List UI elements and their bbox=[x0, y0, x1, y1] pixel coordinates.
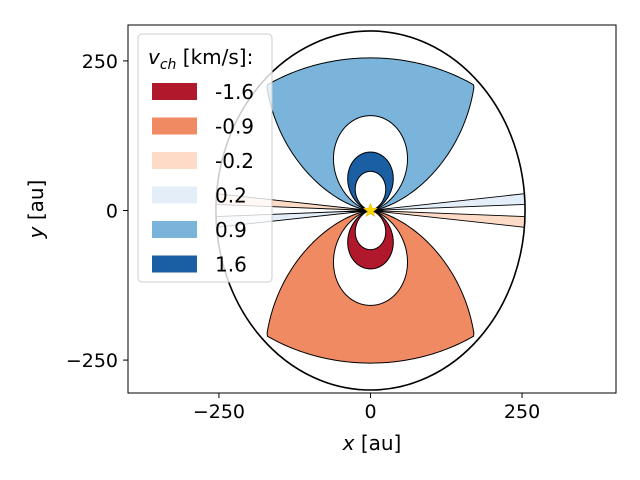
star-marker bbox=[363, 202, 378, 217]
legend-label: -1.6 bbox=[215, 80, 254, 104]
legend-entry: -0.2 bbox=[152, 149, 254, 173]
legend-label: 1.6 bbox=[215, 253, 247, 277]
y-tick-label: −250 bbox=[66, 350, 118, 372]
legend-swatch bbox=[152, 221, 197, 238]
legend-entry: 1.6 bbox=[152, 253, 247, 277]
x-axis-label-var: x bbox=[342, 431, 355, 455]
legend-entry: -0.9 bbox=[152, 115, 254, 139]
legend-label: 0.9 bbox=[215, 218, 247, 242]
legend-swatch bbox=[152, 117, 197, 135]
legend-label: 0.2 bbox=[215, 184, 247, 208]
legend-title-var: v bbox=[148, 45, 161, 69]
legend-swatch bbox=[152, 83, 197, 100]
y-axis-label-unit: [au] bbox=[24, 180, 48, 227]
legend-entry: -1.6 bbox=[152, 80, 254, 104]
legend-title-unit: [km/s]: bbox=[176, 45, 253, 69]
legend-swatch bbox=[152, 255, 197, 273]
legend-title: vch [km/s]: bbox=[148, 45, 253, 73]
legend-entry: 0.9 bbox=[152, 218, 247, 242]
x-tick-label: −250 bbox=[193, 401, 245, 423]
x-tick-label: 0 bbox=[364, 401, 376, 423]
y-axis-label-var: y bbox=[24, 225, 48, 239]
legend-label: -0.2 bbox=[215, 149, 254, 173]
legend-swatch bbox=[152, 152, 197, 169]
legend-entries: -1.6 -0.9 -0.2 0.2 0.9 1.6 bbox=[152, 80, 254, 277]
x-tick-label: 250 bbox=[504, 401, 540, 423]
legend-swatch bbox=[152, 186, 197, 204]
legend-title-sub: ch bbox=[160, 57, 177, 73]
legend-entry: 0.2 bbox=[152, 184, 247, 208]
legend-label: -0.9 bbox=[215, 115, 254, 139]
axes-frame bbox=[127, 24, 617, 394]
y-tick-label: 250 bbox=[82, 51, 118, 73]
y-tick-label: 0 bbox=[106, 200, 118, 222]
x-axis-label-unit: [au] bbox=[354, 431, 401, 455]
y-axis-label: y [au] bbox=[24, 180, 48, 240]
x-axis-label: x [au] bbox=[342, 431, 402, 455]
legend: vch [km/s]: -1.6 -0.9 -0.2 0.2 0.9 1.6 bbox=[137, 33, 273, 283]
axis-ticks: −250 0 250 −250 0 250 bbox=[66, 51, 540, 423]
